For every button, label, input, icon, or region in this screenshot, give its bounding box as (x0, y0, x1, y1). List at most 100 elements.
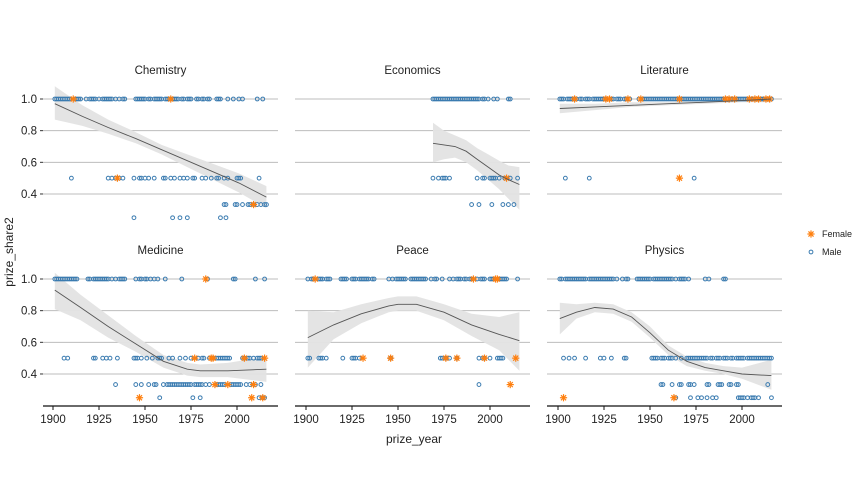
male-point (236, 382, 242, 387)
male-point (151, 175, 157, 181)
male-point (673, 355, 679, 361)
male-point (149, 355, 155, 361)
male-point (91, 355, 96, 361)
female-point (675, 174, 684, 182)
male-point (221, 202, 227, 207)
male-point (511, 202, 517, 207)
male-point (234, 202, 240, 207)
female-point (469, 275, 478, 283)
male-point (680, 276, 686, 282)
x-tick-label: 1925 (339, 414, 365, 426)
x-tick-label: 1900 (293, 414, 319, 426)
legend-female-label: Female (822, 229, 852, 239)
male-point (137, 175, 142, 181)
female-point (453, 354, 461, 362)
legend-female-glyph (807, 230, 815, 238)
x-tick-label: 1975 (178, 414, 204, 426)
y-tick-label: 0.8 (21, 126, 37, 138)
male-point (769, 355, 774, 361)
male-point (192, 175, 198, 181)
male-point (434, 276, 440, 282)
female-point (512, 354, 520, 362)
male-point (216, 175, 222, 181)
male-point (658, 382, 664, 387)
male-point (230, 276, 236, 282)
male-point (504, 276, 509, 282)
female-point (480, 354, 489, 362)
male-point (750, 395, 756, 401)
male-point (254, 96, 260, 102)
male-point (153, 382, 159, 387)
male-point (581, 276, 587, 282)
male-point (256, 175, 262, 181)
male-point (205, 96, 210, 102)
male-point (223, 202, 229, 207)
panel-title: Chemistry (135, 65, 187, 77)
male-point (660, 382, 666, 387)
male-point (327, 276, 333, 282)
male-point (227, 355, 233, 361)
male-point (69, 175, 74, 181)
male-point (728, 355, 734, 361)
smooth-line (559, 307, 772, 377)
male-point (184, 215, 190, 221)
male-point (78, 96, 83, 102)
male-point (704, 382, 710, 387)
x-tick-label: 1950 (385, 414, 411, 426)
y-tick-label: 0.8 (21, 306, 37, 318)
male-point (138, 355, 144, 361)
x-tick-label: 1900 (545, 414, 571, 426)
male-point (765, 382, 771, 387)
male-point (706, 276, 712, 282)
confidence-ribbon (54, 86, 267, 209)
male-point (432, 276, 438, 282)
male-point (190, 175, 196, 181)
male-point (708, 355, 714, 361)
male-point (653, 355, 658, 361)
male-point (507, 96, 513, 102)
male-point (256, 355, 262, 361)
male-point (262, 276, 268, 282)
male-point (186, 96, 192, 102)
male-point (441, 175, 447, 181)
male-point (197, 382, 203, 387)
female-point (113, 174, 121, 182)
male-point (151, 382, 157, 387)
x-tick-label: 1975 (683, 414, 709, 426)
male-point (179, 96, 185, 102)
male-point (144, 355, 150, 361)
smooth-line (54, 289, 267, 372)
points (52, 95, 269, 221)
x-axis-label: prize_year (386, 432, 442, 446)
male-point (739, 395, 745, 401)
male-point (74, 276, 80, 282)
panel-literature: Literature (547, 65, 782, 195)
male-point (401, 276, 406, 282)
male-point (482, 175, 487, 181)
male-point (232, 202, 238, 207)
male-point (318, 276, 324, 282)
male-point (170, 215, 176, 221)
male-point (625, 276, 631, 282)
male-point (667, 276, 673, 282)
male-point (122, 96, 128, 102)
y-tick-label: 0.6 (21, 337, 37, 349)
male-point (369, 276, 375, 282)
male-point (120, 276, 126, 282)
male-point (430, 175, 436, 181)
male-point (487, 355, 493, 361)
male-point (344, 276, 349, 282)
male-point (133, 355, 139, 361)
male-point (678, 382, 684, 387)
male-point (371, 276, 377, 282)
male-point (645, 276, 651, 282)
x-tick-label: 1975 (431, 414, 457, 426)
male-point (340, 355, 346, 361)
male-point (183, 355, 188, 361)
female-point (754, 95, 763, 103)
male-point (76, 96, 82, 102)
male-point (162, 175, 168, 181)
smooth-line (559, 98, 772, 109)
panel-physics: Physics 1900 1925 1950 1975 2000 (545, 245, 782, 426)
